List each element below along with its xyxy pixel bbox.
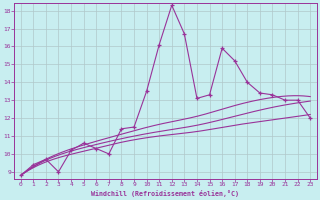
X-axis label: Windchill (Refroidissement éolien,°C): Windchill (Refroidissement éolien,°C) <box>92 190 239 197</box>
